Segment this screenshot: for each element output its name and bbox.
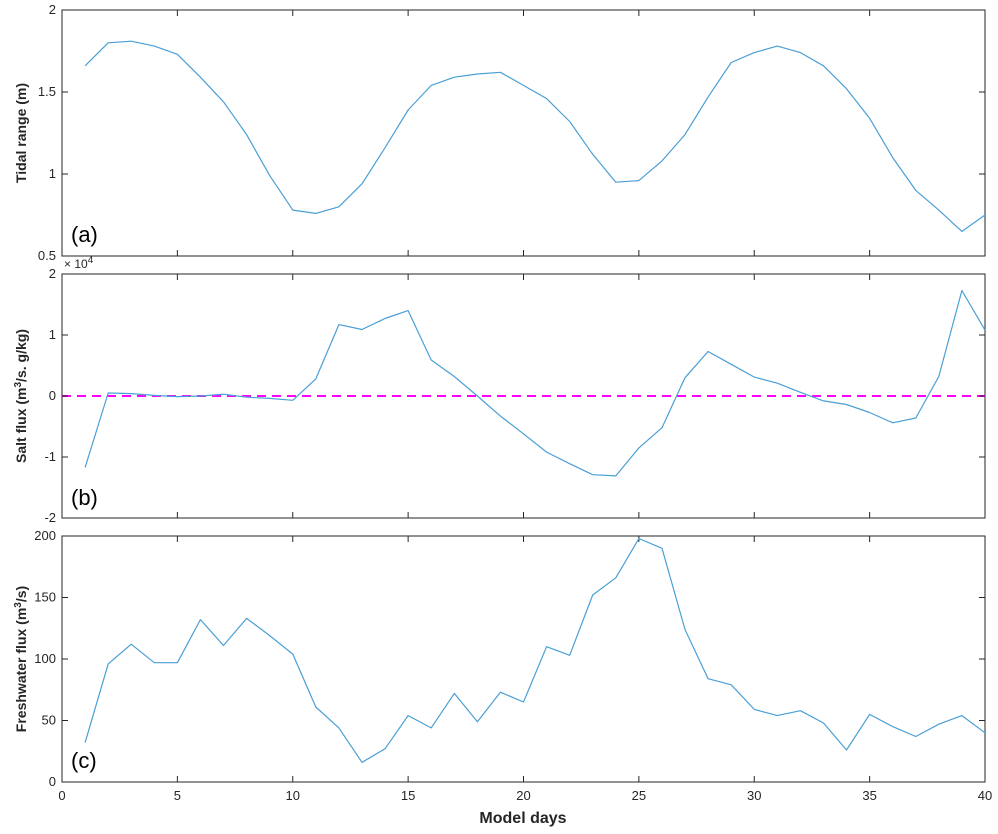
- panel-c-ytick-label: 100: [34, 651, 56, 666]
- panel-a-series-line: [84, 40, 986, 232]
- panel-b-ticks: -2 -1 0 1 2: [44, 266, 986, 525]
- panel-c-ylabel-sup: 3: [13, 602, 24, 608]
- panel-c-xtick-label: 10: [286, 788, 300, 803]
- panel-c-xtick-label: 0: [58, 788, 65, 803]
- panel-b-ylabel-rest: /s. g/kg): [13, 329, 29, 382]
- x-axis-label: Model days: [479, 810, 566, 827]
- panel-c-series: [84, 537, 986, 763]
- panel-b-ytick-label: 0: [49, 388, 56, 403]
- panel-a-label: (a): [71, 222, 98, 247]
- panel-b-exponent: × 104: [64, 255, 94, 271]
- panel-c-label: (c): [71, 748, 97, 773]
- panel-c-ylabel: Freshwater flux (m3/s): [13, 586, 29, 732]
- panel-b-ytick-label: -2: [44, 510, 56, 525]
- panel-a-ytick-label: 0.5: [38, 248, 56, 263]
- panel-c-ylabel-main: Freshwater flux (m: [13, 608, 29, 732]
- panel-c-xtick-label: 5: [174, 788, 181, 803]
- panel-c-ytick-label: 0: [49, 774, 56, 789]
- panel-c-xtick-label: 30: [747, 788, 761, 803]
- panel-b-series: [84, 289, 986, 477]
- panel-a-frame: [61, 9, 986, 257]
- panel-a-ticks: 0.5 1 1.5 2: [38, 2, 986, 263]
- panel-c-ytick-label: 150: [34, 590, 56, 605]
- panel-c-series-line: [84, 537, 986, 763]
- panel-a-ytick-label: 2: [49, 2, 56, 17]
- panel-a-ytick-label: 1.5: [38, 84, 56, 99]
- panel-c-xtick-label: 35: [862, 788, 876, 803]
- panel-c-xtick-label: 15: [401, 788, 415, 803]
- panel-c-ylabel-rest: /s): [13, 586, 29, 602]
- panel-b-label: (b): [71, 485, 98, 510]
- panel-b-ylabel-main: Salt flux (m: [13, 388, 29, 463]
- panel-a: 0.5 1 1.5 2 (a) Tidal range (m): [13, 2, 986, 263]
- panel-b-ylabel: Salt flux (m3/s. g/kg): [13, 329, 29, 463]
- panel-c-frame: [61, 535, 986, 783]
- panel-a-ylabel: Tidal range (m): [13, 83, 29, 183]
- panel-a-series: [84, 40, 986, 232]
- panel-c-xtick-label: 25: [632, 788, 646, 803]
- panel-b-exponent-base: × 10: [64, 257, 88, 271]
- panel-b-ylabel-sup: 3: [13, 382, 24, 388]
- panel-b-series-line: [84, 289, 986, 477]
- panel-c-ytick-label: 200: [34, 528, 56, 543]
- panel-c-ytick-label: 50: [42, 713, 56, 728]
- panel-c-xtick-label: 40: [978, 788, 992, 803]
- panel-b-ytick-label: -1: [44, 449, 56, 464]
- panel-b: -2 -1 0 1 2 (b) × 104 Salt flux (m3/s. g/kg): [13, 255, 986, 525]
- panel-b-exponent-power: 4: [88, 255, 94, 266]
- panel-a-ytick-label: 1: [49, 166, 56, 181]
- panel-b-ytick-label: 1: [49, 327, 56, 342]
- panel-c-ticks: 0 5 10 15 20 25 30 35 40 0 50 100 150 200: [34, 528, 992, 803]
- panel-b-ytick-label: 2: [49, 266, 56, 281]
- panel-c-xtick-label: 20: [516, 788, 530, 803]
- panel-c: 0 5 10 15 20 25 30 35 40 0 50 100 150 200 (c) Freshwa…: [13, 528, 992, 827]
